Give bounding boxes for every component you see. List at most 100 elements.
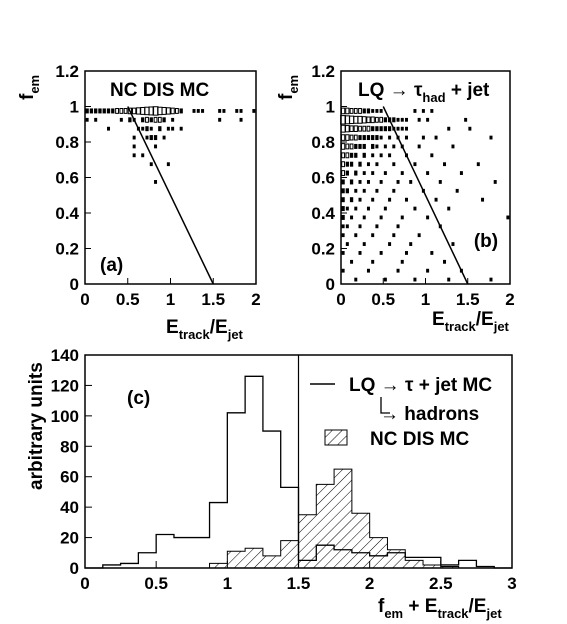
nc-dis-bar — [245, 548, 263, 568]
box-cell — [421, 109, 425, 113]
box-cell — [179, 126, 183, 131]
box-cell — [341, 152, 346, 159]
box-cell — [341, 233, 345, 238]
box-cell — [417, 117, 421, 122]
box-cell — [417, 233, 421, 238]
box-cell — [375, 126, 379, 132]
box-cell — [434, 135, 438, 140]
box-cell — [162, 117, 166, 123]
box-cell — [447, 206, 451, 211]
box-cell — [413, 109, 417, 113]
nc-dis-bar — [262, 555, 281, 568]
box-cell — [383, 126, 388, 132]
panel-b-x-ticks: 0 0.5 1 1.5 2 — [336, 278, 515, 309]
box-cell — [174, 108, 179, 114]
box-cell — [85, 108, 89, 114]
box-cell — [358, 197, 362, 202]
box-cell — [252, 109, 256, 113]
box-cell — [396, 224, 400, 229]
box-cell — [341, 268, 345, 273]
box-cell — [375, 188, 379, 193]
panel-b-cells — [340, 107, 510, 282]
box-cell — [413, 162, 417, 167]
box-cell — [106, 108, 111, 114]
box-cell — [388, 153, 392, 158]
y-tick-label: 1 — [70, 98, 79, 117]
panel-c-y-ticks: 0 20 40 60 80 100 120 140 — [51, 346, 92, 578]
box-cell — [366, 162, 370, 167]
box-cell — [107, 126, 111, 131]
panel-a-frame — [84, 70, 257, 285]
box-cell — [396, 268, 400, 273]
nc-dis-bar — [440, 566, 459, 568]
box-cell — [383, 206, 387, 211]
box-cell — [350, 259, 354, 264]
box-cell — [396, 126, 400, 131]
box-cell — [506, 215, 510, 220]
box-cell — [400, 117, 404, 122]
box-cell — [400, 259, 404, 264]
box-cell — [371, 109, 375, 113]
x-tick-label: 2 — [365, 574, 374, 593]
box-cell — [493, 180, 497, 184]
box-cell — [94, 117, 98, 122]
box-cell — [392, 188, 396, 193]
box-cell — [145, 135, 149, 140]
box-cell — [166, 126, 170, 131]
box-cell — [166, 107, 171, 115]
box-cell — [370, 116, 375, 124]
box-cell — [354, 143, 358, 149]
box-cell — [140, 106, 146, 115]
box-cell — [459, 171, 463, 175]
x-tick-label: 1 — [166, 290, 175, 309]
box-cell — [371, 143, 375, 149]
nc-dis-bar — [405, 560, 424, 568]
y-tick-label: 60 — [60, 468, 79, 487]
box-cell — [358, 125, 362, 132]
x-tick-label: 1.5 — [456, 290, 480, 309]
nc-dis-bar — [387, 549, 406, 568]
box-cell — [354, 233, 358, 238]
box-cell — [362, 242, 366, 246]
box-cell — [149, 126, 153, 131]
box-cell — [371, 153, 375, 158]
y-tick-label: 20 — [60, 529, 79, 548]
box-cell — [409, 242, 413, 246]
box-cell — [438, 180, 442, 184]
box-cell — [404, 126, 408, 131]
y-tick-label: 0 — [70, 559, 79, 578]
y-tick-label: 80 — [60, 437, 79, 456]
box-cell — [89, 108, 94, 114]
box-cell — [345, 161, 349, 167]
box-cell — [340, 107, 346, 115]
box-cell — [141, 117, 145, 123]
box-cell — [85, 117, 89, 122]
box-cell — [361, 116, 367, 124]
box-cell — [366, 125, 371, 132]
box-cell — [371, 126, 375, 132]
box-cell — [400, 126, 404, 131]
box-cell — [379, 135, 383, 140]
box-cell — [476, 162, 480, 167]
x-tick-label: 0.5 — [116, 290, 140, 309]
box-cell — [421, 135, 425, 140]
box-cell — [341, 214, 345, 220]
box-cell — [349, 152, 354, 158]
box-cell — [362, 135, 366, 141]
box-cell — [375, 144, 379, 149]
box-cell — [404, 251, 408, 255]
box-cell — [345, 134, 350, 141]
y-tick-label: 1.2 — [55, 62, 79, 81]
panel-b-y-label: fem — [276, 75, 301, 100]
box-cell — [362, 125, 367, 132]
box-cell — [413, 206, 417, 211]
legend-lq-label: LQ → τ + jet MC — [349, 375, 492, 396]
box-cell — [358, 143, 362, 149]
panel-a-y-label: fem — [17, 75, 42, 100]
box-cell — [132, 153, 136, 158]
box-cell — [157, 116, 162, 123]
box-cell — [358, 161, 362, 167]
box-cell — [430, 251, 434, 255]
y-tick-label: 0.2 — [55, 240, 79, 259]
